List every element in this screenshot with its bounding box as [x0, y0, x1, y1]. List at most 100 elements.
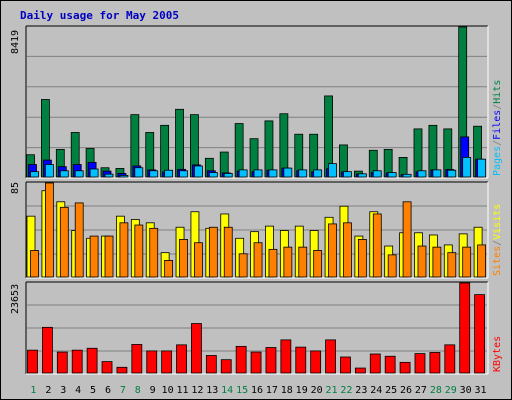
sites-bar	[134, 224, 144, 278]
kbytes-bar	[71, 349, 83, 374]
sites-bar	[328, 223, 337, 278]
legend-entry: Visits	[492, 204, 503, 240]
kbytes-bar	[429, 352, 441, 374]
x-tick-label: 5	[90, 385, 96, 396]
sites-bar	[59, 206, 69, 278]
sites-bar	[164, 260, 174, 278]
kbytes-bar	[86, 347, 98, 374]
kbytes-bar	[42, 326, 53, 374]
sites-bar	[238, 253, 248, 278]
kbytes-bar	[384, 355, 396, 374]
legend-entry: Hits	[492, 80, 503, 104]
x-tick-label: 29	[445, 385, 457, 396]
sites-bar	[89, 235, 99, 278]
sites-bar	[208, 226, 218, 278]
pages-bar	[223, 173, 233, 178]
legend-entry: Pages	[492, 146, 503, 176]
sites-bar	[149, 227, 159, 278]
sites-bar	[343, 222, 352, 278]
pages-bar	[238, 169, 248, 178]
sites-bar	[30, 250, 39, 278]
legend-entry: Sites	[492, 246, 503, 276]
kbytes-bar	[444, 344, 456, 374]
x-tick-label: 26	[400, 385, 412, 396]
pages-bar	[208, 172, 218, 178]
x-tick-label: 6	[105, 385, 111, 396]
sites-bar	[119, 222, 129, 278]
kbytes-bar	[414, 353, 426, 374]
pages-bar	[194, 165, 203, 178]
pages-bar	[89, 168, 99, 178]
pages-bar	[343, 171, 352, 178]
kbytes-bar	[340, 356, 351, 374]
x-tick-label: 27	[415, 385, 427, 396]
pages-bar	[283, 167, 293, 178]
kbytes-bar	[205, 355, 217, 374]
kbytes-bar	[220, 359, 232, 374]
kbytes-bar	[27, 349, 38, 374]
sites-bar	[372, 213, 382, 278]
kbytes-bar	[161, 350, 173, 374]
hits-ymax-label: 8419	[10, 30, 21, 54]
x-tick-label: 9	[150, 385, 156, 396]
kbytes-ymax-label: 23653	[10, 284, 21, 314]
pages-bar	[328, 163, 337, 178]
x-tick-label: 10	[162, 385, 174, 396]
sites-bar	[313, 250, 323, 278]
sites-bar	[268, 248, 278, 278]
x-tick-label: 21	[325, 385, 337, 396]
legend-kbytes: KBytes	[492, 336, 503, 372]
sites-bar	[402, 201, 412, 278]
sites-bar	[223, 226, 233, 278]
sites-bar	[462, 246, 472, 278]
x-tick-label: 30	[460, 385, 472, 396]
kbytes-bar	[399, 361, 411, 374]
sites-bar	[447, 252, 457, 278]
kbytes-bar	[280, 339, 292, 374]
x-tick-label: 18	[281, 385, 293, 396]
x-tick-label: 12	[191, 385, 203, 396]
pages-bar	[477, 158, 486, 178]
x-tick-label: 13	[206, 385, 218, 396]
pages-bar	[387, 172, 397, 178]
sites-bar	[357, 238, 367, 278]
pages-bar	[179, 170, 188, 178]
legend-entry: /	[492, 104, 503, 110]
x-tick-label: 28	[430, 385, 442, 396]
kbytes-bar	[325, 339, 336, 374]
pages-bar	[462, 157, 472, 178]
pages-bar	[298, 169, 308, 178]
pages-bar	[447, 169, 457, 178]
x-tick-label: 2	[45, 385, 51, 396]
kbytes-bar	[310, 350, 322, 374]
hits-bar	[175, 108, 184, 178]
kbytes-bar	[235, 345, 247, 374]
x-tick-label: 17	[266, 385, 278, 396]
kbytes-bar	[250, 351, 262, 374]
pages-bar	[372, 170, 382, 178]
x-tick-label: 7	[120, 385, 126, 396]
sites-bar	[253, 242, 263, 278]
pages-bar	[402, 173, 412, 178]
sites-bar	[298, 246, 308, 278]
pages-bar	[268, 169, 278, 178]
kbytes-bar	[474, 294, 485, 374]
kbytes-bar	[265, 347, 277, 374]
sites-bar	[477, 244, 486, 278]
kbytes-bar	[354, 367, 366, 374]
x-tick-label: 1	[30, 385, 36, 396]
x-tick-label: 24	[370, 385, 382, 396]
chart-title: Daily usage for May 2005	[20, 9, 179, 22]
hits-bar	[234, 123, 244, 178]
x-tick-label: 19	[296, 385, 308, 396]
kbytes-bar	[116, 366, 128, 374]
legend-entry: Files	[492, 110, 503, 140]
x-tick-label: 4	[75, 385, 81, 396]
pages-bar	[59, 170, 69, 178]
x-tick-label: 23	[355, 385, 367, 396]
pages-bar	[134, 167, 144, 178]
sites-bar	[283, 246, 293, 278]
x-tick-label: 25	[385, 385, 397, 396]
pages-bar	[119, 174, 129, 178]
